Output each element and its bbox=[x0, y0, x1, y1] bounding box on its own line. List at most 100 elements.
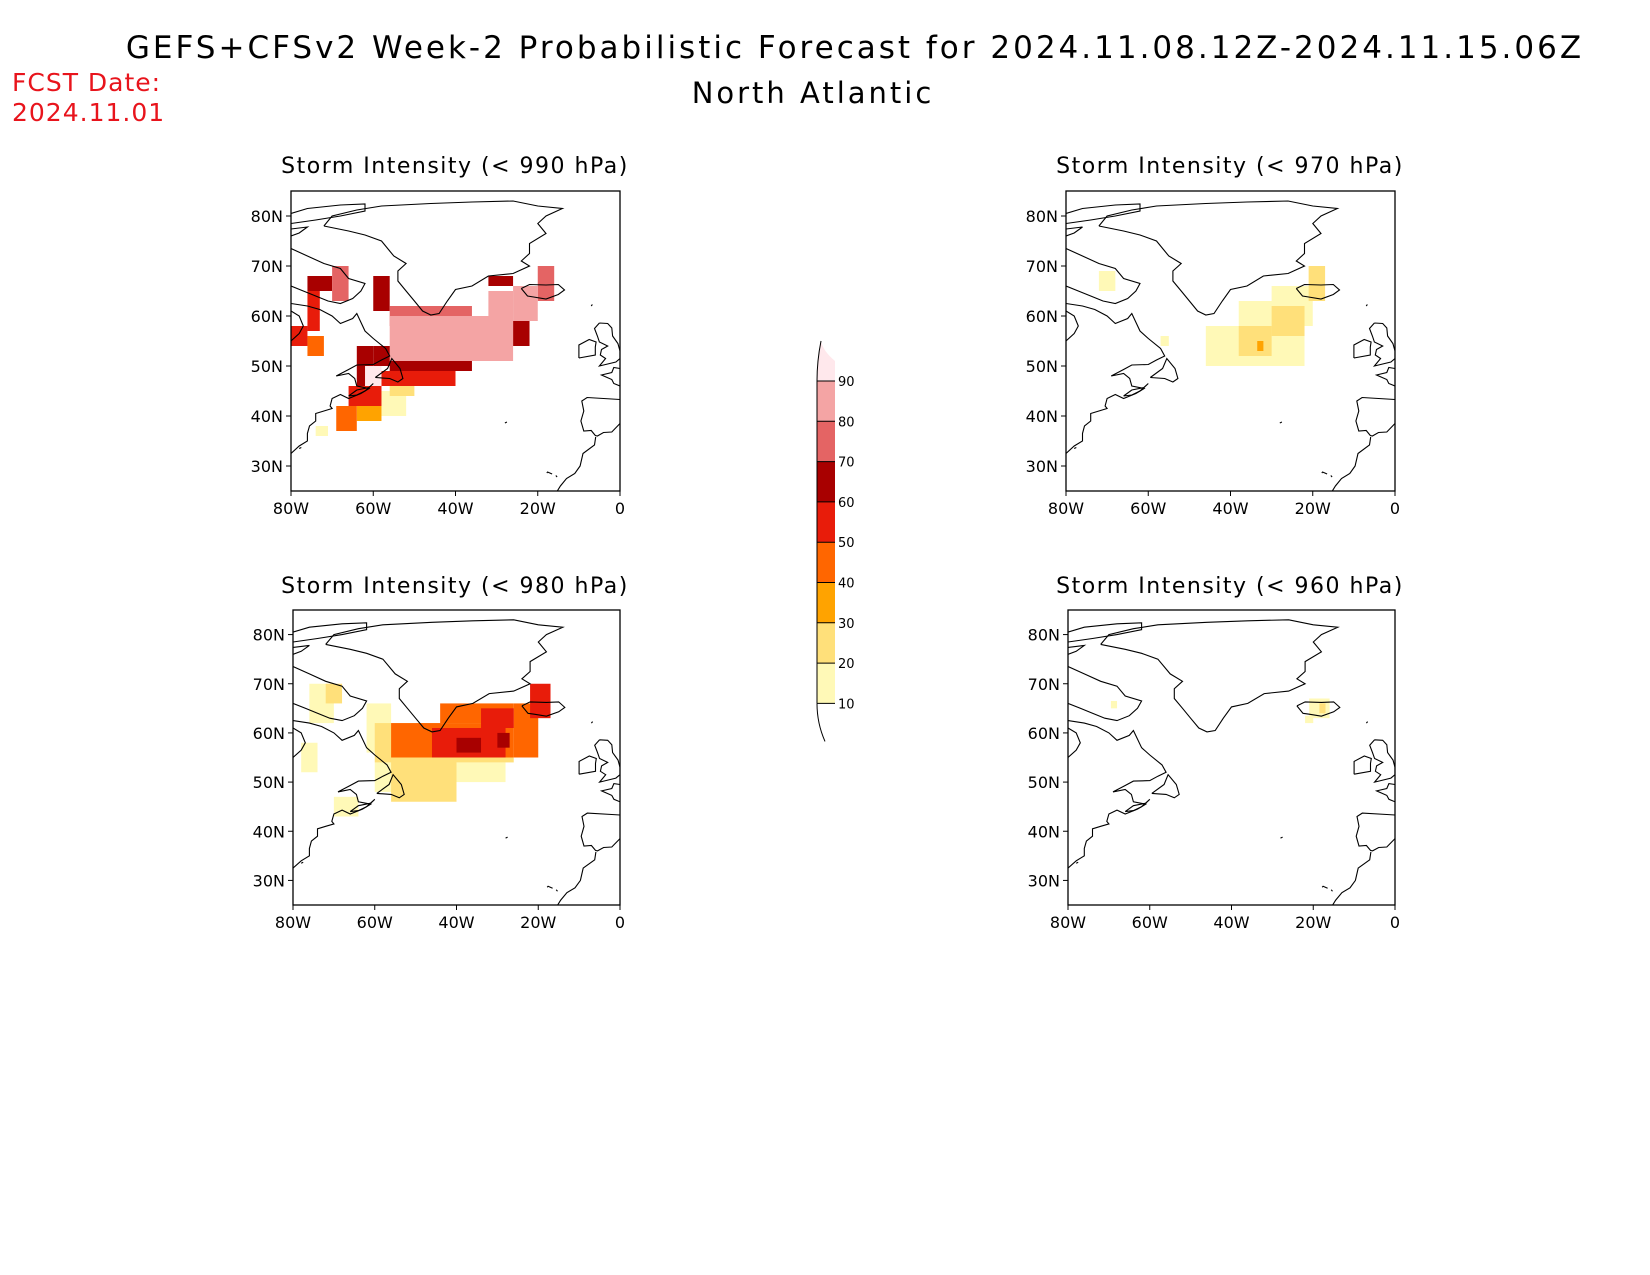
coastline bbox=[1149, 357, 1179, 383]
prob-cell-90 bbox=[365, 366, 382, 386]
lon-label: 20W bbox=[1295, 913, 1331, 932]
coastline bbox=[1124, 798, 1151, 813]
prob-cell-20 bbox=[1308, 266, 1326, 301]
coastline bbox=[1066, 310, 1079, 342]
lon-label: 60W bbox=[357, 913, 393, 932]
coastline bbox=[1279, 421, 1283, 424]
lat-label: 50N bbox=[251, 357, 283, 376]
fcst-date-value: 2024.11.01 bbox=[12, 98, 166, 127]
coastline bbox=[504, 421, 508, 424]
colorbar-box bbox=[817, 461, 835, 502]
lat-label: 40N bbox=[1028, 822, 1060, 841]
colorbar-label: 30 bbox=[838, 617, 855, 632]
prob-cell-20 bbox=[1271, 306, 1305, 336]
coastline bbox=[1353, 338, 1372, 359]
coastline bbox=[1353, 755, 1372, 775]
prob-cell-50 bbox=[291, 326, 308, 346]
lon-label: 0 bbox=[615, 913, 625, 932]
coastline bbox=[1295, 283, 1341, 300]
coastline bbox=[580, 812, 620, 852]
coastline bbox=[293, 720, 392, 869]
coastline bbox=[325, 619, 565, 733]
lat-label: 40N bbox=[251, 407, 283, 426]
prob-cell-70 bbox=[332, 266, 349, 301]
coastlines bbox=[291, 200, 620, 491]
lat-label: 50N bbox=[253, 773, 285, 792]
lat-label: 60N bbox=[251, 307, 283, 326]
prob-cell-60 bbox=[497, 732, 510, 748]
prob-cell-10 bbox=[1305, 715, 1314, 724]
lat-label: 60N bbox=[253, 724, 285, 743]
coastline bbox=[349, 798, 376, 813]
lat-label: 80N bbox=[1028, 626, 1060, 645]
panel-title: Storm Intensity (< 980 hPa) bbox=[281, 574, 629, 599]
coastline bbox=[520, 283, 566, 300]
coastline bbox=[1066, 203, 1141, 225]
lon-label: 60W bbox=[1130, 499, 1166, 518]
coastline bbox=[1368, 322, 1395, 367]
colorbar-box bbox=[817, 501, 835, 543]
coastline bbox=[1330, 475, 1333, 478]
lat-label: 60N bbox=[1028, 724, 1060, 743]
lon-label: 60W bbox=[355, 499, 391, 518]
panel-title: Storm Intensity (< 990 hPa) bbox=[281, 154, 629, 179]
lat-label: 70N bbox=[1026, 257, 1058, 276]
fcst-date-label: FCST Date: bbox=[12, 68, 162, 97]
colorbar: 90 80 70 60 50 40 30 20 10 bbox=[816, 340, 855, 742]
panel-p990: Storm Intensity (< 990 hPa) 80N 70N 60N 50N 4… bbox=[251, 154, 629, 518]
coastline bbox=[590, 721, 594, 724]
coastline bbox=[555, 889, 558, 892]
prob-cell-30 bbox=[356, 406, 382, 421]
lat-label: 50N bbox=[1026, 357, 1058, 376]
coastlines bbox=[1068, 619, 1395, 905]
prob-cell-60 bbox=[488, 276, 514, 286]
colorbar-bottom-extension bbox=[816, 703, 826, 742]
colorbar-box bbox=[817, 381, 835, 422]
prob-cell-70 bbox=[537, 266, 555, 301]
coastline bbox=[293, 644, 310, 655]
coastline bbox=[291, 226, 310, 237]
coastline bbox=[1075, 861, 1079, 864]
colorbar-label: 90 bbox=[838, 375, 855, 390]
prob-cell-50 bbox=[307, 291, 320, 331]
coastline bbox=[546, 885, 553, 889]
panel-title: Storm Intensity (< 970 hPa) bbox=[1056, 154, 1404, 179]
coastline bbox=[1355, 812, 1395, 852]
prob-cell-80 bbox=[513, 286, 538, 321]
prob-cell-10 bbox=[301, 742, 318, 773]
panel-title: Storm Intensity (< 960 hPa) bbox=[1056, 574, 1404, 599]
coastline bbox=[1280, 836, 1283, 839]
coastline bbox=[1365, 721, 1369, 724]
coastline bbox=[580, 396, 620, 437]
coastline bbox=[1365, 304, 1368, 307]
prob-cell-10 bbox=[456, 762, 506, 783]
coastline bbox=[293, 622, 368, 643]
coastline bbox=[1066, 226, 1083, 237]
prob-cell-60 bbox=[307, 276, 333, 291]
coastlines bbox=[1066, 200, 1395, 491]
lon-label: 60W bbox=[1132, 913, 1168, 932]
lon-label: 80W bbox=[273, 499, 309, 518]
lon-label: 20W bbox=[520, 913, 556, 932]
colorbar-box bbox=[817, 421, 835, 462]
coastline bbox=[374, 357, 404, 383]
lon-label: 40W bbox=[1212, 499, 1248, 518]
coastline bbox=[594, 739, 620, 784]
prob-cell-20 bbox=[325, 683, 343, 704]
lat-label: 30N bbox=[251, 457, 283, 476]
coastline bbox=[590, 304, 593, 307]
coastline bbox=[1330, 889, 1333, 892]
lat-label: 70N bbox=[253, 675, 285, 694]
coastline bbox=[557, 851, 597, 905]
figure-subtitle: North Atlantic bbox=[691, 76, 935, 110]
coastline bbox=[1068, 727, 1081, 758]
prob-cell-10 bbox=[315, 426, 329, 436]
coastline bbox=[291, 302, 391, 454]
lat-label: 30N bbox=[1026, 457, 1058, 476]
lon-label: 0 bbox=[615, 499, 625, 518]
coastline bbox=[1068, 720, 1167, 869]
lat-label: 30N bbox=[1028, 871, 1060, 890]
prob-cell-40 bbox=[336, 406, 357, 431]
coastline bbox=[1066, 302, 1166, 454]
